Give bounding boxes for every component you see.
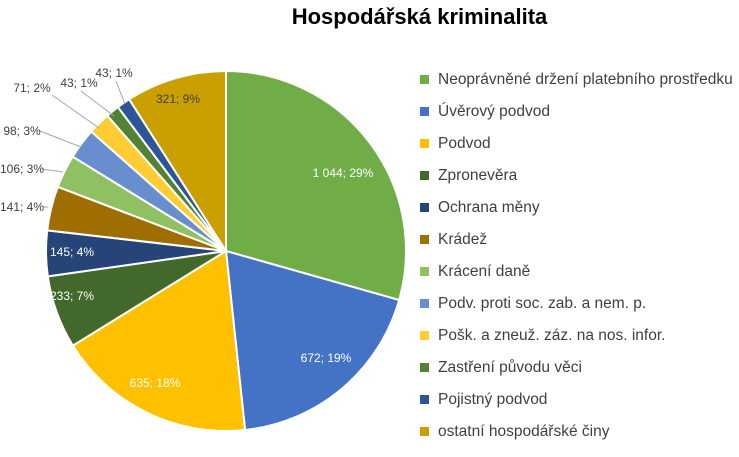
data-label-4: 233; 7%: [50, 289, 94, 303]
legend-label: Zpronevěra: [438, 167, 518, 184]
leader-line-10: [80, 90, 115, 117]
leader-line-7: [41, 168, 64, 173]
legend-swatch: [420, 139, 429, 148]
chart-title: Hospodářská kriminalita: [291, 4, 548, 29]
legend-label: Podv. proti soc. zab. a nem. p.: [438, 295, 647, 312]
legend-label: Pošk. a zneuž. záz. na nos. infor.: [438, 327, 666, 344]
legend-label: Zastření původu věci: [438, 359, 582, 376]
legend-swatch: [420, 267, 429, 276]
legend-swatch: [420, 299, 429, 308]
legend-swatch: [420, 235, 429, 244]
data-label-9: 71; 2%: [13, 81, 51, 95]
legend-label: Krácení daně: [438, 263, 531, 280]
legend-label: Pojistný podvod: [438, 391, 548, 408]
data-label-7: 106; 3%: [0, 162, 44, 176]
data-label-11: 43; 1%: [95, 66, 133, 80]
data-label-5: 145; 4%: [50, 245, 94, 259]
data-label-10: 43; 1%: [60, 76, 98, 90]
data-label-1: 1 044; 29%: [313, 166, 374, 180]
legend-swatch: [420, 363, 429, 372]
data-label-12: 321; 9%: [156, 92, 200, 106]
legend-label: Ochrana měny: [438, 199, 540, 216]
pie-slice-1: [225, 69, 407, 302]
legend-swatch: [420, 427, 429, 436]
data-label-2: 672; 19%: [301, 351, 352, 365]
legend-swatch: [420, 107, 429, 116]
data-label-6: 141; 4%: [0, 200, 44, 214]
data-label-3: 635; 18%: [130, 376, 181, 390]
legend-label: Podvod: [438, 135, 491, 152]
legend-label: ostatní hospodářské činy: [438, 423, 610, 440]
legend-swatch: [420, 395, 429, 404]
leader-line-9: [51, 94, 100, 129]
pie-slice-2: [224, 249, 401, 432]
data-label-8: 98; 3%: [3, 124, 41, 138]
pie-slice-3: [71, 249, 247, 432]
pie-slice-12: [127, 69, 227, 255]
leader-line-8: [39, 130, 82, 148]
leader-line-11: [115, 80, 126, 105]
legend-swatch: [420, 171, 429, 180]
legend-swatch: [420, 331, 429, 340]
legend-label: Neoprávněné držení platebního prostředku: [438, 71, 733, 88]
legend-swatch: [420, 75, 429, 84]
legend-label: Krádež: [438, 231, 488, 248]
legend-swatch: [420, 203, 429, 212]
legend-label: Úvěrový podvod: [438, 103, 551, 120]
